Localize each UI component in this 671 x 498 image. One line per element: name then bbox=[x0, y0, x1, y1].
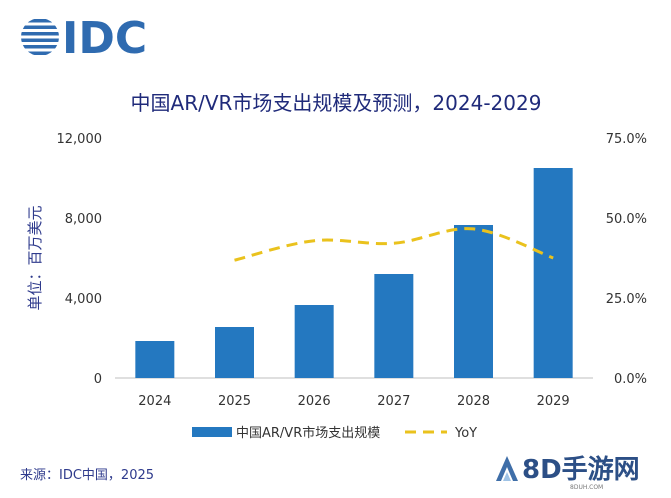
bar-series bbox=[135, 168, 573, 378]
x-tick-label: 2029 bbox=[537, 394, 570, 409]
y2-tick-label: 0.0% bbox=[614, 372, 647, 387]
y-axis-label: 单位：百万美元 bbox=[26, 205, 44, 310]
legend-bar-swatch bbox=[192, 427, 232, 437]
y-axis-left: 0 4,000 8,000 12,000 bbox=[57, 132, 103, 387]
x-tick-label: 2027 bbox=[377, 394, 410, 409]
legend-line-label: YoY bbox=[454, 426, 477, 441]
y-tick-label: 12,000 bbox=[57, 132, 103, 147]
y-axis-right: 0.0% 25.0% 50.0% 75.0% bbox=[606, 132, 647, 387]
bar-2029 bbox=[533, 168, 573, 378]
x-tick-label: 2026 bbox=[298, 394, 331, 409]
idc-logo: IDC bbox=[21, 13, 147, 64]
yoy-series bbox=[234, 227, 554, 262]
watermark: 8D手游网 8DUH.COM bbox=[496, 455, 640, 491]
globe-icon bbox=[21, 19, 59, 55]
legend-bar-label: 中国AR/VR市场支出规模 bbox=[236, 425, 380, 441]
watermark-subtext: 8DUH.COM bbox=[570, 484, 603, 491]
x-tick-label: 2024 bbox=[138, 394, 171, 409]
y2-tick-label: 75.0% bbox=[606, 132, 647, 147]
x-tick-label: 2025 bbox=[218, 394, 251, 409]
bar-2025 bbox=[215, 327, 254, 378]
watermark-logo-icon bbox=[496, 456, 518, 481]
source-note: 来源：IDC中国，2025 bbox=[20, 468, 154, 483]
y-tick-label: 0 bbox=[94, 372, 102, 387]
y-tick-label: 4,000 bbox=[65, 292, 102, 307]
watermark-text: 8D手游网 bbox=[522, 455, 640, 485]
logo-text: IDC bbox=[62, 13, 147, 64]
y2-tick-label: 50.0% bbox=[606, 212, 647, 227]
legend: 中国AR/VR市场支出规模 YoY bbox=[192, 425, 477, 441]
chart-title: 中国AR/VR市场支出规模及预测，2024-2029 bbox=[131, 91, 542, 115]
y-tick-label: 8,000 bbox=[65, 212, 102, 227]
yoy-line bbox=[234, 227, 554, 262]
x-axis: 2024 2025 2026 2027 2028 2029 bbox=[138, 394, 569, 409]
bar-2026 bbox=[294, 305, 334, 378]
bar-2027 bbox=[374, 274, 414, 378]
bar-2028 bbox=[454, 225, 493, 378]
bar-2024 bbox=[135, 341, 175, 378]
y2-tick-label: 25.0% bbox=[606, 292, 647, 307]
x-tick-label: 2028 bbox=[457, 394, 490, 409]
